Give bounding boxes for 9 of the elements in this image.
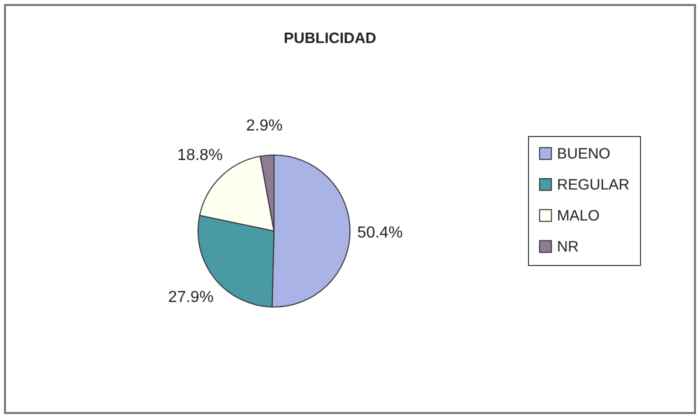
- data-label: 50.4%: [357, 224, 403, 242]
- legend-label: REGULAR: [557, 176, 630, 194]
- chart-title: PUBLICIDAD: [284, 30, 376, 47]
- legend-label: NR: [557, 238, 579, 256]
- data-label: 18.8%: [177, 147, 223, 164]
- legend-label: MALO: [557, 208, 600, 224]
- data-label: 27.9%: [168, 288, 214, 306]
- data-label: 2.9%: [246, 117, 283, 134]
- legend-label: BUENO: [557, 146, 610, 162]
